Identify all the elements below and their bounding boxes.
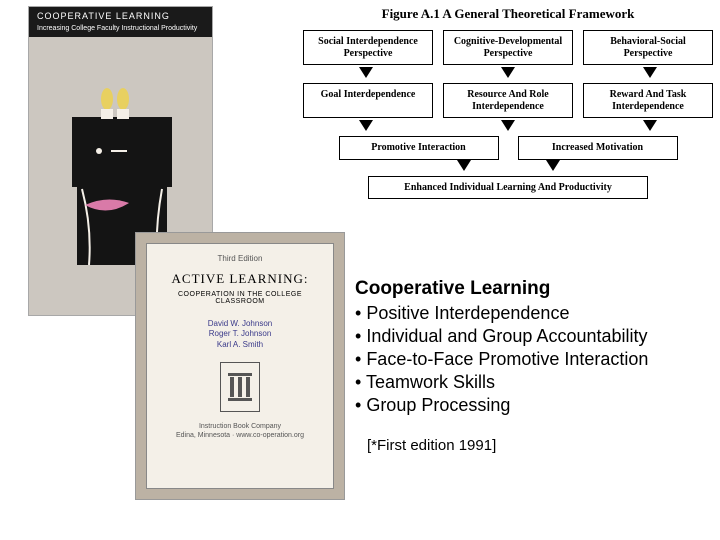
arrow-down-icon <box>501 120 515 131</box>
book2-publisher-sub: Edina, Minnesota · www.co-operation.org <box>155 431 325 440</box>
author: Roger T. Johnson <box>155 329 325 339</box>
author: Karl A. Smith <box>155 340 325 350</box>
arrow-row <box>299 160 717 176</box>
content-heading: Cooperative Learning <box>355 278 715 300</box>
arrow-down-icon <box>359 67 373 78</box>
arrow-down-icon <box>457 160 471 171</box>
diagram-box: Enhanced Individual Learning And Product… <box>368 176 648 200</box>
book2-edition: Third Edition <box>155 254 325 263</box>
arrow-row <box>299 120 717 136</box>
footnote: [*First edition 1991] <box>367 437 715 454</box>
content-text: Cooperative Learning Positive Interdepen… <box>355 278 715 454</box>
arrow-down-icon <box>643 67 657 78</box>
diagram-row-4: Enhanced Individual Learning And Product… <box>299 176 717 200</box>
diagram-box: Resource And Role Interdependence <box>443 83 573 118</box>
book2-subtitle: COOPERATION IN THE COLLEGE CLASSROOM <box>155 291 325 305</box>
diagram-box: Social Interdependence Perspective <box>303 30 433 65</box>
list-item: Teamwork Skills <box>355 371 715 394</box>
book-cover-2: Third Edition ACTIVE LEARNING: COOPERATI… <box>135 232 345 500</box>
diagram-box: Cognitive-Developmental Perspective <box>443 30 573 65</box>
arrow-down-icon <box>501 67 515 78</box>
list-item: Face-to-Face Promotive Interaction <box>355 348 715 371</box>
diagram-title: Figure A.1 A General Theoretical Framewo… <box>299 2 717 30</box>
columns-icon <box>220 362 260 412</box>
list-item: Individual and Group Accountability <box>355 325 715 348</box>
diagram-box: Reward And Task Interdependence <box>583 83 713 118</box>
arrow-down-icon <box>643 120 657 131</box>
author: David W. Johnson <box>155 319 325 329</box>
diagram-box: Goal Interdependence <box>303 83 433 118</box>
list-item: Group Processing <box>355 394 715 417</box>
diagram-row-1: Social Interdependence Perspective Cogni… <box>299 30 717 65</box>
bullet-list: Positive Interdependence Individual and … <box>355 302 715 417</box>
book2-authors: David W. Johnson Roger T. Johnson Karl A… <box>155 319 325 350</box>
arrow-row <box>299 67 717 83</box>
arrow-down-icon <box>359 120 373 131</box>
diagram-box: Increased Motivation <box>518 136 678 160</box>
diagram-box: Behavioral-Social Perspective <box>583 30 713 65</box>
diagram-row-2: Goal Interdependence Resource And Role I… <box>299 83 717 118</box>
book2-publisher: Instruction Book Company <box>155 422 325 431</box>
arrow-down-icon <box>546 160 560 171</box>
book2-inner: Third Edition ACTIVE LEARNING: COOPERATI… <box>146 243 334 489</box>
book2-title: ACTIVE LEARNING: <box>155 271 325 287</box>
framework-diagram: Figure A.1 A General Theoretical Framewo… <box>299 2 717 247</box>
list-item: Positive Interdependence <box>355 302 715 325</box>
book1-subtitle: Increasing College Faculty Instructional… <box>37 25 204 33</box>
book1-header: COOPERATIVE LEARNING Increasing College … <box>29 7 212 37</box>
diagram-box: Promotive Interaction <box>339 136 499 160</box>
book1-title: COOPERATIVE LEARNING <box>37 11 204 21</box>
diagram-row-3: Promotive Interaction Increased Motivati… <box>299 136 717 160</box>
